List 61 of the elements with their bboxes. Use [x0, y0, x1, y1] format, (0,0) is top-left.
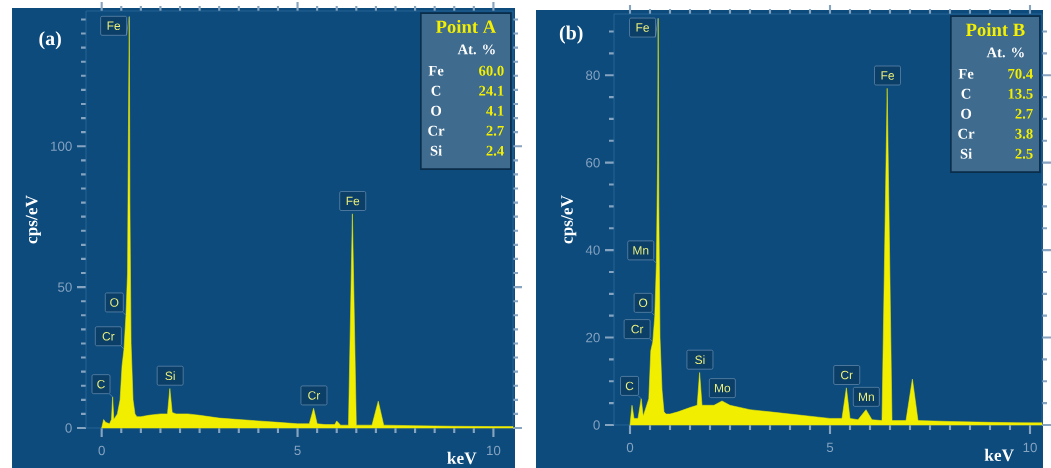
- annotation: 24.1: [479, 85, 504, 96]
- annotation: 13.5: [1008, 88, 1033, 99]
- y-tick-label: 50: [58, 282, 72, 292]
- annotation: Fe: [346, 196, 360, 206]
- annotation: O: [639, 298, 648, 308]
- annotation: O: [961, 108, 972, 119]
- x-tick-label: 10: [1023, 442, 1037, 453]
- annotation: 2.5: [1015, 148, 1033, 159]
- x-tick-label: 5: [826, 442, 834, 452]
- annotation: Si: [695, 355, 705, 365]
- y-tick-label: 40: [585, 245, 600, 255]
- annotation: 70.4: [1008, 68, 1033, 79]
- annotation: Point A: [435, 19, 497, 34]
- y-tick-label: 60: [586, 157, 600, 168]
- annotation: At. %: [457, 44, 495, 55]
- annotation: 4.1: [486, 105, 504, 116]
- annotation: Mn: [633, 246, 649, 255]
- y-tick-label: 0: [65, 423, 72, 433]
- annotation: C: [97, 379, 105, 389]
- annotation: Point B: [965, 22, 1025, 37]
- annotation: Fe: [958, 68, 974, 79]
- annotation: O: [431, 105, 442, 116]
- annotation: At. %: [986, 47, 1024, 58]
- annotation: 2.7: [486, 125, 504, 136]
- text: (a): [39, 31, 61, 50]
- annotation: Fe: [881, 71, 894, 80]
- annotation: Cr: [958, 128, 975, 139]
- annotation: Cr: [841, 370, 853, 380]
- y-tick-label: 20: [586, 332, 600, 343]
- y-axis-title: cps/eV: [561, 195, 577, 244]
- annotation: C: [625, 381, 634, 391]
- annotation: Fe: [107, 21, 121, 30]
- annotation: 2.4: [486, 145, 504, 156]
- annotation: O: [110, 298, 119, 307]
- y-tick-label: 0: [593, 420, 600, 430]
- x-tick-label: 5: [294, 445, 301, 455]
- x-axis-title: keV: [447, 451, 477, 465]
- annotation: Cr: [102, 332, 115, 341]
- annotation: Si: [960, 148, 972, 159]
- annotation: Cr: [631, 324, 644, 334]
- x-tick-label: 0: [98, 445, 105, 456]
- annotation: 3.8: [1015, 128, 1033, 139]
- annotation: Cr: [428, 125, 445, 136]
- annotation: Si: [165, 371, 175, 381]
- x-axis-title: keV: [984, 448, 1014, 462]
- y-tick-label: 100: [51, 141, 72, 151]
- annotation: Mn: [858, 392, 874, 401]
- annotation: Si: [430, 145, 442, 156]
- text: (b): [559, 25, 583, 44]
- annotation: Mo: [714, 383, 731, 393]
- annotation: C: [431, 85, 441, 96]
- y-tick-label: 80: [586, 70, 600, 80]
- annotation: 60.0: [479, 65, 504, 76]
- x-tick-label: 0: [626, 442, 634, 453]
- annotation: C: [961, 88, 971, 99]
- x-tick-label: 10: [487, 445, 501, 456]
- annotation: Fe: [636, 23, 650, 32]
- annotation: Cr: [308, 391, 321, 400]
- y-axis-title: cps/eV: [25, 195, 41, 244]
- annotation: 2.7: [1015, 108, 1033, 119]
- annotation: Fe: [428, 65, 444, 76]
